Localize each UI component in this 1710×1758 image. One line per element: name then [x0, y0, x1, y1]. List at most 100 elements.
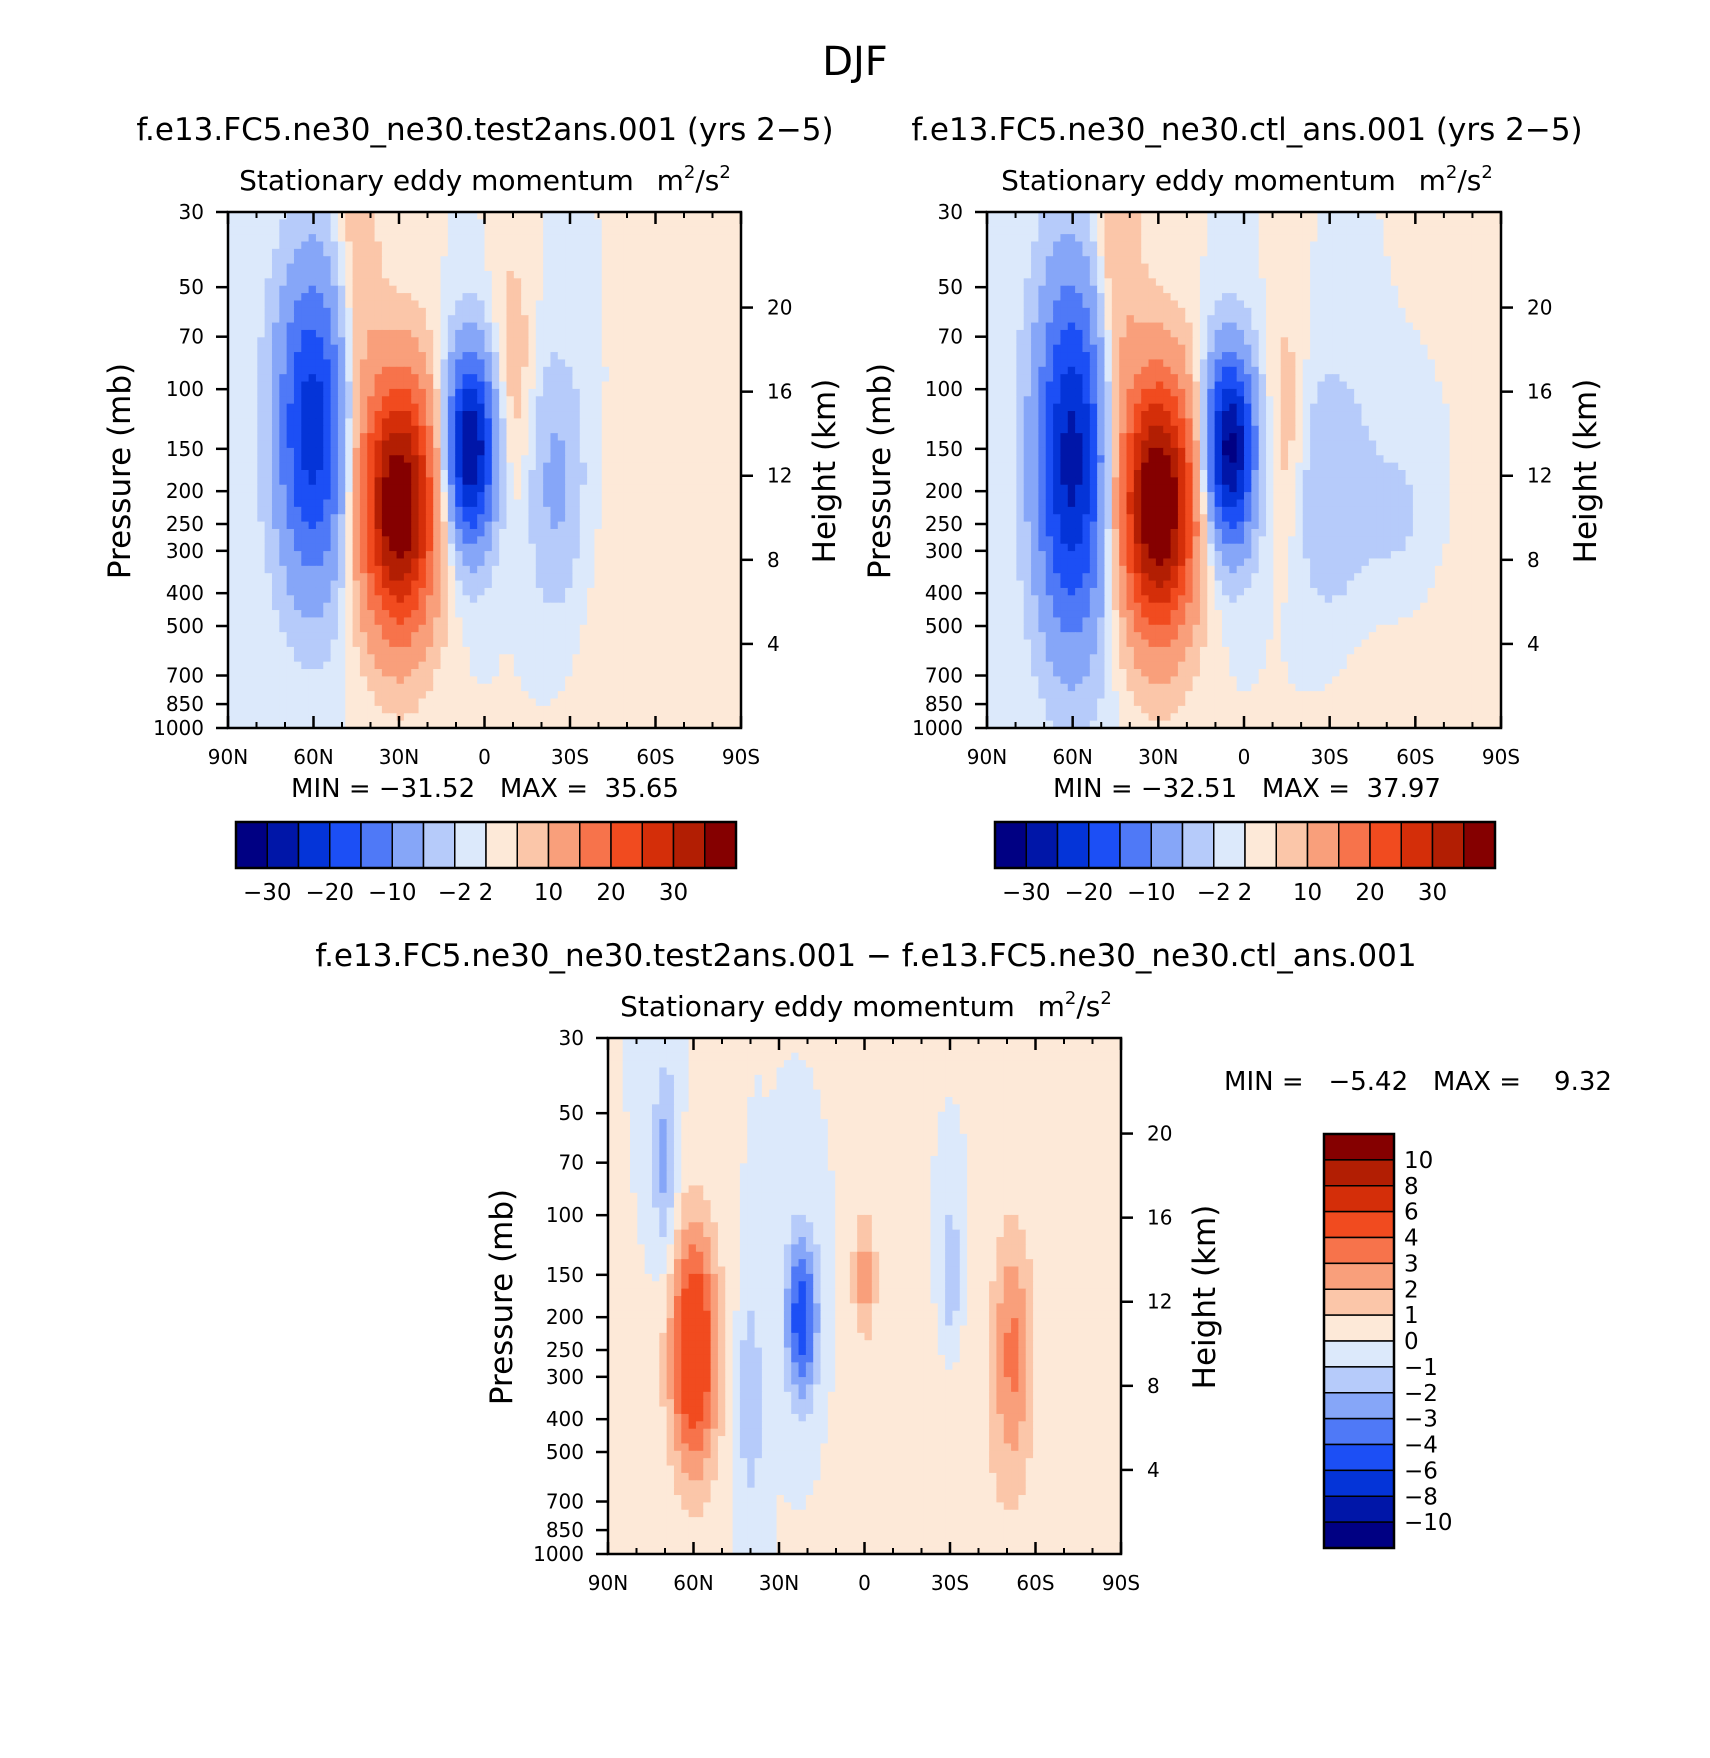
field-cell	[433, 234, 442, 243]
field-cell	[286, 212, 295, 220]
field-cell	[293, 506, 302, 515]
field-cell	[249, 219, 258, 228]
field-cell	[469, 337, 478, 346]
field-cell	[418, 595, 427, 604]
field-cell	[447, 344, 456, 353]
field-cell	[411, 366, 420, 375]
field-cell	[249, 521, 258, 530]
field-cell	[308, 528, 317, 537]
field-cell	[264, 285, 273, 294]
field-cell	[587, 396, 596, 405]
field-cell	[484, 374, 493, 383]
field-cell	[286, 329, 295, 338]
field-cell	[337, 329, 346, 338]
field-cell	[447, 573, 456, 582]
field-cell	[631, 352, 639, 361]
field-cell	[228, 366, 236, 375]
field-cell	[257, 595, 266, 604]
field-cell	[491, 381, 500, 390]
field-cell	[528, 248, 537, 257]
field-cell	[323, 669, 332, 677]
field-cell	[543, 506, 552, 515]
field-cell	[271, 470, 280, 478]
field-cell	[528, 587, 537, 596]
field-cell	[704, 337, 713, 346]
field-cell	[484, 293, 493, 302]
field-cell	[609, 536, 618, 545]
field-cell	[535, 293, 544, 302]
field-cell	[389, 241, 398, 250]
field-cell	[264, 705, 273, 714]
field-cell	[682, 720, 691, 729]
field-cell	[645, 226, 654, 235]
field-cell	[367, 433, 376, 442]
field-cell	[462, 366, 471, 375]
field-cell	[455, 381, 464, 390]
field-cell	[484, 470, 493, 478]
field-cell	[315, 234, 324, 243]
field-cell	[323, 514, 332, 523]
field-cell	[521, 484, 530, 493]
field-cell	[565, 293, 574, 302]
field-cell	[462, 624, 471, 633]
field-cell	[374, 470, 383, 478]
field-cell	[242, 632, 251, 641]
field-cell	[697, 661, 705, 670]
field-cell	[396, 558, 405, 567]
field-cell	[543, 315, 552, 324]
field-cell	[257, 270, 266, 279]
field-cell	[623, 352, 632, 361]
field-cell	[499, 344, 508, 353]
field-cell	[330, 698, 339, 707]
field-cell	[337, 425, 346, 434]
field-cell	[653, 632, 661, 641]
field-cell	[528, 381, 537, 390]
field-cell	[609, 411, 618, 419]
field-cell	[506, 521, 515, 530]
field-cell	[403, 234, 412, 243]
field-cell	[381, 499, 390, 508]
field-cell	[367, 381, 376, 390]
field-cell	[271, 477, 280, 486]
field-cell	[352, 492, 361, 501]
field-cell	[667, 565, 676, 574]
field-cell	[462, 639, 471, 648]
field-cell	[609, 543, 618, 552]
field-cell	[433, 212, 442, 220]
field-cell	[689, 521, 698, 530]
field-cell	[462, 602, 471, 611]
field-cell	[689, 587, 698, 596]
field-cell	[352, 543, 361, 552]
field-cell	[315, 418, 324, 427]
field-cell	[499, 683, 508, 692]
field-cell	[704, 470, 713, 478]
field-cell	[279, 683, 288, 692]
field-cell	[587, 234, 596, 243]
field-cell	[469, 484, 478, 493]
field-cell	[726, 447, 735, 456]
field-cell	[235, 602, 244, 611]
field-cell	[477, 374, 486, 383]
field-cell	[660, 639, 669, 648]
field-cell	[697, 506, 705, 515]
field-cell	[455, 470, 464, 478]
field-cell	[242, 381, 251, 390]
field-cell	[323, 528, 332, 537]
field-cell	[433, 285, 442, 294]
x-tick-label: 30S	[551, 745, 589, 769]
field-cell	[455, 514, 464, 523]
field-cell	[704, 322, 713, 331]
field-cell	[367, 455, 376, 464]
field-cell	[235, 617, 244, 626]
field-cell	[359, 654, 368, 663]
field-cell	[513, 691, 522, 700]
field-cell	[623, 307, 632, 316]
field-cell	[521, 226, 530, 235]
field-cell	[440, 514, 449, 523]
field-cell	[301, 676, 310, 685]
field-cell	[396, 624, 405, 633]
field-cell	[286, 470, 295, 478]
field-cell	[587, 565, 596, 574]
field-cell	[279, 580, 288, 589]
field-cell	[521, 720, 530, 729]
